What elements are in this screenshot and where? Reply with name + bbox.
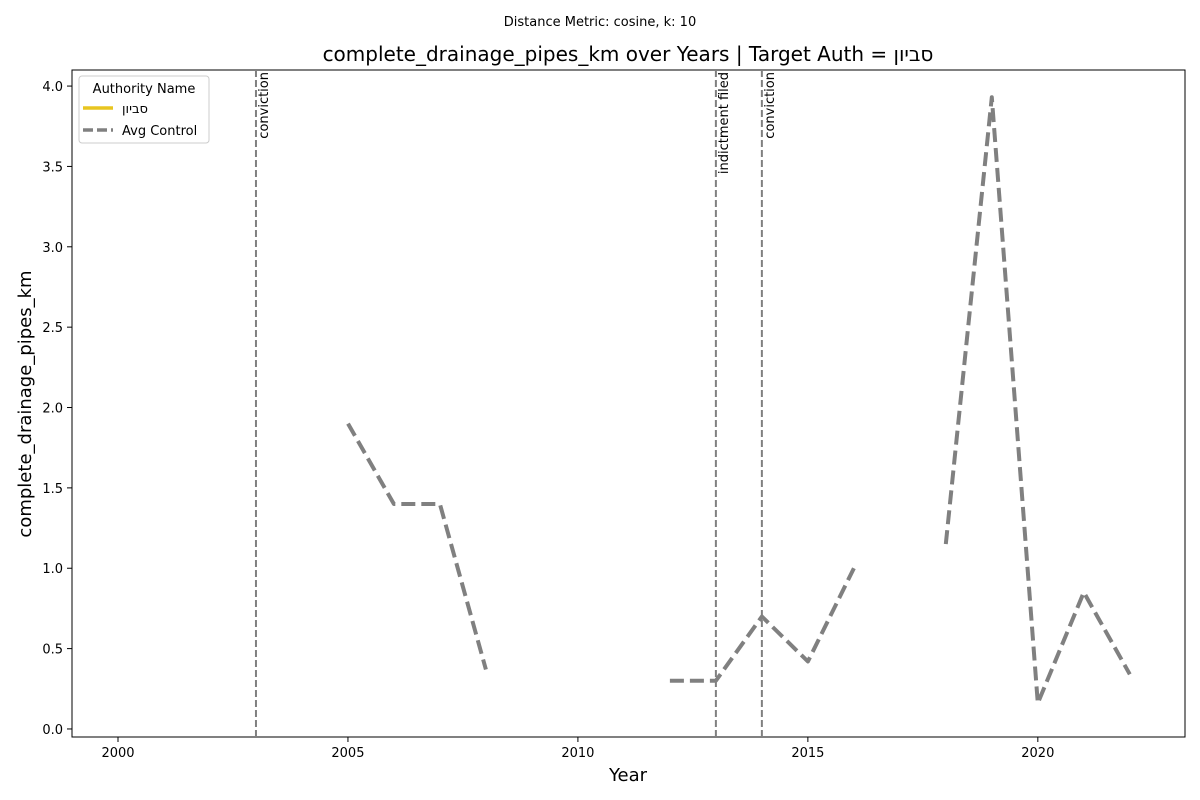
y-tick-label: 1.5: [42, 482, 63, 497]
series-line-1: [346, 422, 488, 671]
x-axis-label: Year: [608, 765, 648, 786]
series-line-1: [669, 567, 856, 683]
y-tick-label: 2.5: [42, 321, 63, 336]
plot-area: [71, 69, 1186, 738]
legend-label-control: Avg Control: [122, 124, 197, 139]
y-axis-label: complete_drainage_pipes_km: [15, 270, 36, 537]
legend-label-target: סביון: [122, 102, 148, 117]
y-tick-label: 3.5: [42, 160, 63, 175]
chart-suptitle: Distance Metric: cosine, k: 10: [504, 15, 696, 30]
event-label: conviction: [763, 72, 778, 139]
y-tick-label: 4.0: [42, 80, 63, 95]
x-tick-label: 2015: [791, 746, 824, 761]
chart-title: complete_drainage_pipes_km over Years | …: [323, 42, 934, 66]
legend-box: [78, 75, 210, 144]
x-tick-label: 2020: [1021, 746, 1054, 761]
y-tick-label: 2.0: [42, 402, 63, 417]
series-lines: [346, 95, 1132, 706]
event-markers: conviction indictment filed conviction: [254, 70, 778, 737]
y-tick-label: 0.5: [42, 643, 63, 658]
event-label: indictment filed: [717, 72, 732, 174]
y-tick-label: 1.0: [42, 562, 63, 577]
x-tick-label: 2000: [101, 746, 134, 761]
event-label: conviction: [257, 72, 272, 139]
x-tick-label: 2010: [561, 746, 594, 761]
legend: Authority Name סביון Avg Control: [78, 75, 210, 144]
axis-ticks: 2000 2005 2010 2015 2020 0.0 0.5 1.0 1.5 2.0 2.5 3.…: [42, 80, 1054, 761]
y-tick-label: 0.0: [42, 723, 63, 738]
series-line-1: [943, 95, 1132, 706]
legend-title: Authority Name: [93, 82, 196, 97]
y-tick-label: 3.0: [42, 241, 63, 256]
x-tick-label: 2005: [331, 746, 364, 761]
